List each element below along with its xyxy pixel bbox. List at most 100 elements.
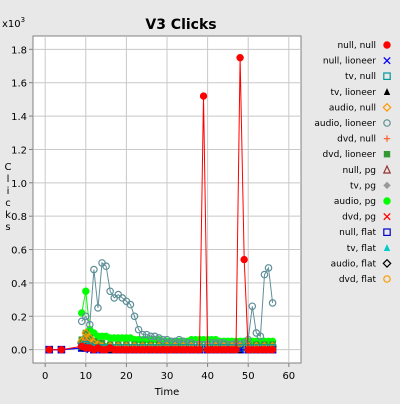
data-point (155, 334, 163, 342)
legend-label: tv, flat (347, 244, 377, 254)
legend-label: null, pg (342, 166, 376, 176)
data-point (268, 299, 277, 307)
data-point (106, 287, 114, 296)
legend-marker (382, 102, 392, 112)
y-axis-multiplier: x103 (2, 16, 25, 30)
y-tick-label: 1.0 (11, 179, 27, 190)
data-point (94, 304, 102, 312)
data-point (236, 53, 244, 62)
legend-item: audio, flat (331, 258, 392, 269)
y-tick-label: 1.6 (11, 79, 27, 90)
y-tick-label: 1.8 (11, 45, 27, 56)
legend-item: tv, pg (350, 181, 391, 191)
legend-marker (383, 181, 391, 190)
legend-marker (383, 88, 391, 95)
data-point (232, 345, 240, 354)
data-point (81, 328, 91, 338)
legend-item: null, flat (339, 228, 391, 238)
legend: null, null null, lioneer tv, null tv, lione… (314, 41, 392, 285)
data-point (240, 255, 248, 264)
x-tick-label: 0 (42, 371, 48, 382)
x-axis-label: Time (154, 387, 179, 398)
y-multiplier-exponent: 3 (21, 16, 25, 24)
data-point (85, 333, 95, 343)
legend-marker (383, 197, 391, 205)
data-point (130, 312, 139, 321)
data-point (146, 332, 155, 341)
legend-item: null, null (337, 41, 391, 51)
y-tick-label: 0.0 (11, 346, 27, 357)
legend-item: dvd, pg (342, 212, 391, 223)
x-tick-label: 60 (282, 371, 295, 382)
data-point (78, 309, 86, 317)
y-tick-label: 0.2 (11, 312, 27, 323)
data-point (195, 345, 204, 354)
legend-item: dvd, flat (339, 275, 391, 285)
legend-item: audio, lioneer (314, 119, 391, 129)
legend-label: null, lioneer (323, 57, 376, 67)
data-point (142, 330, 151, 339)
data-point (199, 92, 208, 100)
legend-label: null, flat (339, 228, 376, 238)
legend-label: tv, pg (350, 181, 376, 191)
data-point (77, 317, 86, 326)
data-point (126, 300, 135, 309)
data-point (151, 332, 159, 341)
data-point (90, 338, 98, 345)
legend-item: tv, lioneer (330, 88, 391, 98)
legend-marker (383, 244, 391, 251)
y-tick-label: 1.4 (11, 112, 27, 123)
series-null-null (45, 53, 277, 354)
x-tick-label: 30 (161, 371, 174, 382)
x-tick-label: 40 (201, 371, 214, 382)
data-point (102, 262, 110, 271)
legend-label: dvd, null (337, 135, 376, 145)
y-tick-label: 0.4 (11, 279, 27, 290)
data-point (134, 325, 143, 334)
legend-marker (383, 228, 391, 237)
legend-label: tv, null (345, 72, 376, 82)
legend-label: dvd, pg (342, 213, 376, 223)
y-multiplier-base: x10 (2, 19, 21, 30)
legend-item: null, lioneer (323, 56, 391, 67)
data-point (268, 345, 277, 354)
data-point (86, 320, 94, 329)
grid (33, 36, 301, 363)
legend-item: dvd, lioneer (323, 150, 391, 160)
legend-item: tv, flat (347, 244, 391, 254)
legend-marker (383, 41, 391, 49)
x-tick-label: 20 (120, 371, 133, 382)
data-point (45, 345, 53, 354)
y-tick-label: 0.8 (11, 212, 27, 223)
data-point (78, 336, 85, 343)
y-tick-label: 1.2 (11, 145, 27, 156)
data-point (81, 312, 90, 321)
legend-marker (383, 275, 391, 283)
legend-marker (383, 212, 391, 221)
data-point (159, 335, 167, 344)
legend-item: tv, null (345, 72, 391, 82)
legend-item: null, pg (342, 164, 392, 176)
legend-marker (383, 119, 391, 127)
data-point (90, 265, 98, 274)
data-point (82, 287, 90, 295)
data-point (175, 335, 183, 344)
x-tick-label: 10 (79, 371, 92, 382)
legend-marker (383, 135, 391, 142)
legend-marker (383, 56, 391, 65)
legend-label: audio, lioneer (314, 119, 376, 129)
data-point (256, 332, 265, 341)
legend-label: audio, flat (331, 259, 377, 269)
x-tick-label: 50 (242, 371, 255, 382)
chart-title: V3 Clicks (145, 17, 216, 33)
data-point (248, 302, 257, 311)
legend-marker (382, 258, 392, 268)
legend-item: audio, null (329, 102, 392, 113)
legend-label: dvd, flat (339, 275, 377, 285)
data-point (167, 337, 175, 346)
legend-marker (382, 164, 392, 174)
data-point (57, 345, 66, 354)
